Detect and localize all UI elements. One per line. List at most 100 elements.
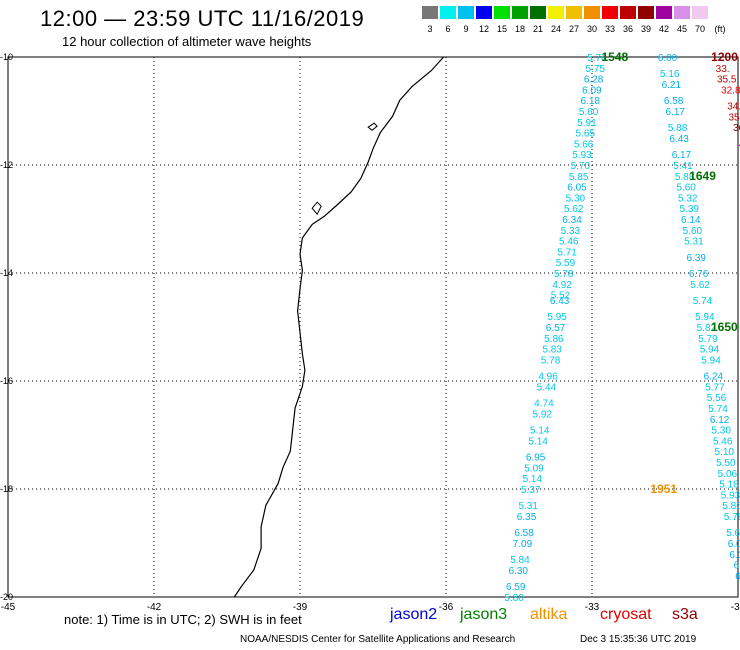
swh-value: 6.76	[689, 269, 709, 280]
swh-value: 4.92	[552, 280, 572, 291]
legend-swatch	[602, 6, 618, 19]
swh-value: 5.66	[574, 139, 594, 150]
pass-time-label: 1951	[650, 482, 677, 496]
legend-swatch	[512, 6, 528, 19]
swh-value: 5.46	[713, 436, 733, 447]
legend-label: 12	[478, 24, 489, 34]
swh-value: 5.62	[564, 204, 584, 215]
legend-swatch	[566, 6, 582, 19]
swh-value: 5.92	[533, 409, 553, 420]
satellite-s3a: s3a	[672, 606, 698, 623]
satellite-jason2: jason2	[390, 606, 438, 623]
swh-value: 5.18	[719, 480, 739, 491]
swh-value: 5.94	[695, 312, 715, 323]
swh-value: 5.46	[559, 237, 579, 248]
legend-label: 70	[694, 24, 705, 34]
swh-value: 6.35	[517, 512, 537, 523]
swh-value: 5.78	[541, 355, 561, 366]
swh-value: 5.83	[542, 345, 562, 356]
note-text: note: 1) Time is in UTC; 2) SWH is in fe…	[64, 612, 302, 627]
swh-value: 5.80	[504, 593, 524, 604]
swh-value: 5.60	[676, 183, 696, 194]
legend-label: 30	[586, 24, 597, 34]
swh-value: 5.30	[711, 426, 731, 437]
swh-value: 35.29	[729, 112, 740, 123]
swh-value: 5.60	[683, 226, 703, 237]
swh-value: 6.18	[581, 96, 601, 107]
legend-swatch	[458, 6, 474, 19]
legend-label: 36	[622, 24, 633, 34]
pass-time-label: 1548	[602, 50, 629, 64]
pass-time-label: 1649	[689, 169, 716, 183]
swh-value: 5.30	[566, 193, 586, 204]
swh-value: 5.31	[518, 501, 538, 512]
legend-label: 15	[496, 24, 507, 34]
swh-value: 5.77	[705, 382, 725, 393]
swh-value: 5.09	[524, 463, 544, 474]
legend-swatch	[620, 6, 636, 19]
legend-swatch	[638, 6, 654, 19]
lon-tick-label: -36	[439, 602, 454, 613]
swh-value: 4.74	[534, 399, 554, 410]
swh-value: 5.60	[579, 107, 599, 118]
swh-value: 6.09	[728, 539, 740, 550]
map-frame	[7, 56, 739, 598]
swh-value: 5.14	[530, 426, 550, 437]
swh-value: 7.09	[513, 539, 533, 550]
swh-value: 5.88	[668, 123, 688, 134]
island-outline	[367, 122, 378, 131]
swh-value: 6.39	[687, 253, 707, 264]
satellite-jason3: jason3	[460, 606, 508, 623]
legend-swatch	[440, 6, 456, 19]
swh-value: 5.39	[680, 204, 700, 215]
swh-value: 5.84	[510, 555, 530, 566]
swh-value: 5.16	[660, 69, 680, 80]
legend-swatch	[548, 6, 564, 19]
legend-swatch	[656, 6, 672, 19]
legend-swatch	[674, 6, 690, 19]
swh-value: 5.37	[521, 485, 541, 496]
swh-value: 6.24	[704, 372, 724, 383]
legend-unit: (ft)	[714, 24, 726, 34]
swh-value: 5.65	[576, 129, 596, 140]
swh-value: 5.31	[684, 237, 704, 248]
generated-date: Dec 3 15:35:36 UTC 2019	[580, 634, 697, 645]
swh-value: 5.41	[673, 161, 693, 172]
swh-value: 5.94	[700, 345, 720, 356]
lon-tick-label: -39	[293, 602, 308, 613]
swh-value: 5.74	[693, 296, 713, 307]
swh-value: 33.	[716, 64, 730, 75]
lon-tick-label: -30	[731, 602, 740, 613]
swh-value: 5.82	[697, 323, 717, 334]
page-title: 12:00 — 23:59 UTC 11/16/2019	[40, 6, 365, 31]
legend-swatch	[692, 6, 708, 19]
swh-value: 6.28	[584, 75, 604, 86]
legend-label: 9	[463, 24, 469, 34]
credit-text: NOAA/NESDIS Center for Satellite Applica…	[240, 634, 516, 645]
lat-tick-label: -12	[0, 160, 13, 170]
lat-tick-label: -20	[0, 592, 13, 602]
pass-time-label: 1650	[711, 320, 738, 334]
lat-tick-label: -18	[0, 484, 13, 494]
swh-value: 6.14	[729, 550, 740, 561]
swh-value: 5.52	[551, 291, 571, 302]
swh-value: 6.17	[672, 150, 692, 161]
swh-value: 6.58	[514, 528, 534, 539]
swh-value: 6.00	[658, 53, 678, 64]
legend-label: 45	[676, 24, 687, 34]
legend-swatch	[530, 6, 546, 19]
lat-tick-label: -16	[0, 376, 13, 386]
legend-swatch	[422, 6, 438, 19]
coastline	[233, 56, 445, 598]
legend-label: 42	[658, 24, 669, 34]
legend-label: 6	[445, 24, 451, 34]
legend-label: 18	[514, 24, 525, 34]
swh-value: 5.14	[523, 474, 543, 485]
swh-value: 5.33	[561, 226, 581, 237]
legend-label: 27	[568, 24, 579, 34]
legend-swatch	[476, 6, 492, 19]
swh-value: 6.30	[509, 566, 529, 577]
swh-value: 6.43	[669, 134, 689, 145]
swh-value: 4.96	[538, 372, 558, 383]
